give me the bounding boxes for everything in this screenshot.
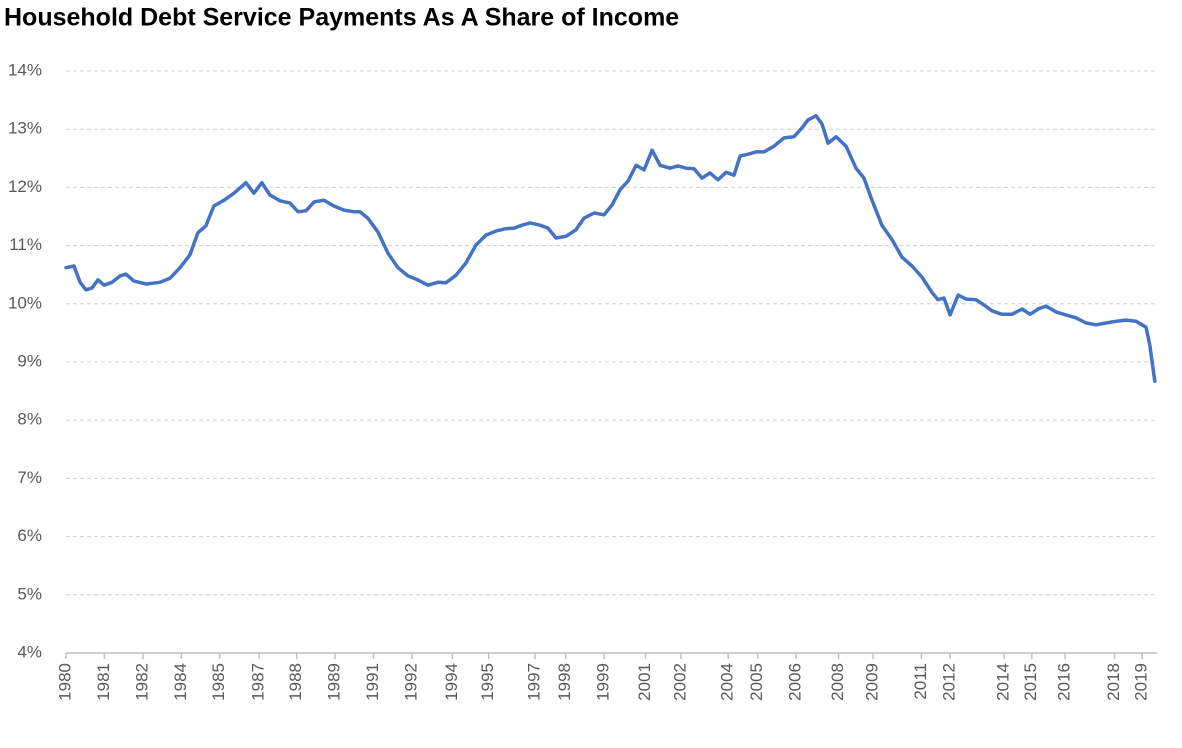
x-tick-label: 1988 [286,663,305,701]
x-tick-label: 2011 [911,663,930,700]
x-tick-label: 2012 [940,663,959,701]
x-tick-label: 1994 [442,663,461,701]
x-tick-label: 2015 [1021,663,1040,701]
x-tick-label: 2018 [1104,663,1123,701]
x-tick-label: 1987 [249,663,268,701]
y-tick-label: 6% [17,526,42,545]
x-tick-label: 1985 [209,663,228,701]
y-tick-label: 12% [8,177,42,196]
y-tick-label: 8% [17,410,42,429]
x-tick-label: 2014 [994,663,1013,701]
x-tick-label: 1999 [594,663,613,701]
y-tick-label: 14% [8,60,42,79]
y-tick-label: 9% [17,351,42,370]
x-tick-label: 2006 [786,663,805,701]
x-tick-label: 2008 [828,663,847,701]
y-tick-label: 13% [8,119,42,138]
x-tick-label: 2001 [635,663,654,701]
y-tick-label: 5% [17,584,42,603]
x-tick-label: 1984 [171,663,190,701]
x-tick-label: 1981 [94,663,113,701]
x-tick-label: 2002 [671,663,690,701]
x-tick-label: 1995 [478,663,497,701]
x-tick-label: 2009 [863,663,882,701]
x-tick-label: 2005 [747,663,766,701]
y-tick-label: 11% [9,235,42,254]
x-tick-label: 1991 [363,663,382,701]
data-line [64,114,1157,383]
x-tick-label: 2019 [1132,663,1151,701]
x-tick-label: 1992 [401,663,420,701]
x-tick-label: 1998 [555,663,574,701]
chart-title: Household Debt Service Payments As A Sha… [4,4,679,32]
y-tick-label: 4% [17,642,42,661]
x-tick-label: 2004 [718,663,737,701]
y-tick-label: 7% [17,468,42,487]
x-tick-label: 1980 [55,663,74,701]
x-tick-label: 1989 [325,663,344,701]
x-tick-label: 1982 [132,663,151,701]
x-tick-label: 2016 [1055,663,1074,701]
y-tick-label: 10% [8,293,42,312]
x-tick-label: 1997 [525,663,544,701]
